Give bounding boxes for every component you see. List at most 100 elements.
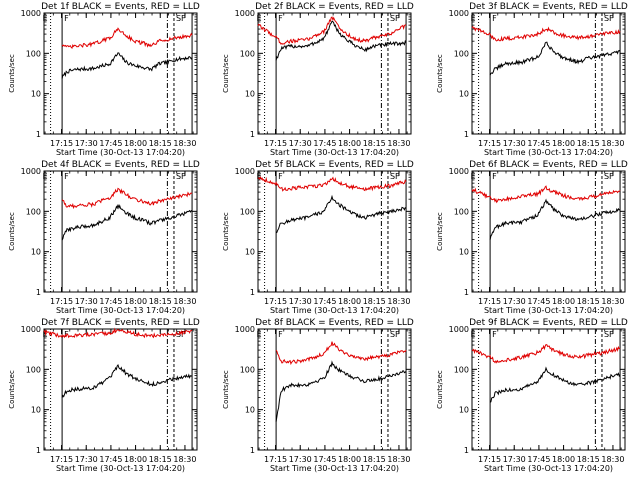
- y-tick-label: 1: [250, 446, 255, 455]
- x-tick-label: 18:00: [124, 455, 147, 464]
- plot-frame: [257, 170, 412, 293]
- x-tick-label: 18:15: [577, 297, 600, 306]
- x-tick-label: 17:15: [50, 139, 73, 148]
- y-tick-label: 100: [240, 365, 255, 374]
- y-tick-label: 1: [36, 288, 41, 297]
- x-tick-label: 18:30: [601, 139, 624, 148]
- y-tick-label: 10: [31, 248, 41, 257]
- plot-frame: [471, 170, 626, 293]
- y-tick-label: 1000: [449, 167, 469, 176]
- plot-frame: [43, 170, 198, 293]
- plot-frame: [471, 328, 626, 451]
- corner-label-mid: F: [278, 172, 283, 181]
- x-tick-label: 17:15: [478, 139, 501, 148]
- series-lld-line: [43, 327, 193, 339]
- y-tick-label: 1: [250, 288, 255, 297]
- x-tick-label: 17:45: [313, 139, 336, 148]
- y-tick-label: 1: [464, 446, 469, 455]
- x-tick-label: 17:15: [50, 455, 73, 464]
- y-axis-label: Counts/sec: [222, 370, 230, 409]
- x-tick-label: 17:45: [527, 139, 550, 148]
- corner-label-left: E: [43, 330, 48, 339]
- plot-frame: [43, 328, 198, 451]
- corner-label-left: E: [257, 14, 262, 23]
- x-axis-label: Start Time (30-Oct-13 17:04:20): [270, 148, 399, 157]
- corner-label-right: SF: [176, 330, 186, 339]
- panel-title: Det 7f BLACK = Events, RED = LLD: [41, 318, 200, 328]
- panel-title: Det 9f BLACK = Events, RED = LLD: [469, 318, 628, 328]
- x-tick-label: 17:15: [264, 297, 287, 306]
- x-tick-label: 18:30: [173, 139, 196, 148]
- series-lld-line: [471, 344, 621, 364]
- y-tick-label: 100: [454, 49, 469, 58]
- y-axis-label: Counts/sec: [8, 54, 16, 93]
- panel-title: Det 4f BLACK = Events, RED = LLD: [41, 160, 200, 170]
- y-tick-label: 10: [245, 248, 255, 257]
- x-tick-label: 18:00: [552, 139, 575, 148]
- x-tick-label: 17:30: [75, 455, 98, 464]
- plot-frame: [43, 12, 198, 135]
- plot-frame: [257, 328, 412, 451]
- y-tick-label: 10: [245, 406, 255, 415]
- x-tick-label: 18:00: [338, 455, 361, 464]
- y-axis-label: Counts/sec: [436, 54, 444, 93]
- y-tick-label: 1000: [235, 325, 255, 334]
- x-tick-label: 18:15: [577, 455, 600, 464]
- corner-label-left: E: [43, 172, 48, 181]
- x-axis-label: Start Time (30-Oct-13 17:04:20): [56, 464, 185, 473]
- x-tick-label: 18:30: [601, 297, 624, 306]
- series-events-line: [489, 198, 621, 240]
- x-tick-label: 17:30: [289, 139, 312, 148]
- series-events-line: [275, 194, 407, 234]
- x-tick-label: 18:30: [173, 297, 196, 306]
- y-tick-label: 10: [245, 90, 255, 99]
- y-tick-label: 10: [31, 90, 41, 99]
- x-tick-label: 18:30: [173, 455, 196, 464]
- x-tick-label: 17:45: [313, 297, 336, 306]
- y-tick-label: 1000: [449, 9, 469, 18]
- y-axis-label: Counts/sec: [436, 212, 444, 251]
- corner-label-right: SF: [604, 14, 614, 23]
- corner-label-left: E: [471, 172, 476, 181]
- x-tick-label: 18:15: [363, 455, 386, 464]
- corner-label-right: SF: [176, 172, 186, 181]
- y-tick-label: 10: [459, 90, 469, 99]
- x-tick-label: 18:00: [552, 455, 575, 464]
- y-tick-label: 10: [31, 406, 41, 415]
- x-tick-label: 18:15: [363, 297, 386, 306]
- x-tick-label: 17:45: [99, 139, 122, 148]
- x-axis-label: Start Time (30-Oct-13 17:04:20): [484, 148, 613, 157]
- y-tick-label: 1000: [21, 167, 41, 176]
- plot-frame: [257, 12, 412, 135]
- corner-label-left: E: [257, 330, 262, 339]
- plot-frame: [471, 12, 626, 135]
- corner-label-right: SF: [390, 330, 400, 339]
- series-lld-line: [61, 27, 193, 50]
- x-tick-label: 18:15: [149, 455, 172, 464]
- y-tick-label: 1: [36, 446, 41, 455]
- y-tick-label: 1000: [235, 167, 255, 176]
- y-axis-label: Counts/sec: [222, 54, 230, 93]
- panel-det-7: Det 7f BLACK = Events, RED = LLD 1 10 100 10…: [8, 318, 200, 473]
- panel-title: Det 3f BLACK = Events, RED = LLD: [469, 2, 628, 12]
- x-tick-label: 17:15: [264, 455, 287, 464]
- x-tick-label: 18:30: [387, 139, 410, 148]
- x-tick-label: 18:30: [387, 455, 410, 464]
- x-tick-label: 18:30: [601, 455, 624, 464]
- x-tick-label: 18:15: [149, 139, 172, 148]
- y-tick-label: 10: [459, 406, 469, 415]
- x-tick-label: 17:30: [503, 455, 526, 464]
- corner-label-right: SF: [604, 172, 614, 181]
- panel-title: Det 8f BLACK = Events, RED = LLD: [255, 318, 414, 328]
- x-tick-label: 17:30: [289, 455, 312, 464]
- y-axis-label: Counts/sec: [8, 212, 16, 251]
- series-lld-line: [471, 25, 621, 42]
- panel-det-2: Det 2f BLACK = Events, RED = LLD 1 10 100 10…: [222, 2, 414, 157]
- panel-det-6: Det 6f BLACK = Events, RED = LLD 1 10 100 10…: [436, 160, 628, 315]
- y-axis-label: Counts/sec: [8, 370, 16, 409]
- y-tick-label: 1000: [21, 9, 41, 18]
- series-events-line: [61, 363, 193, 398]
- corner-label-mid: F: [278, 14, 283, 23]
- x-tick-label: 17:30: [503, 297, 526, 306]
